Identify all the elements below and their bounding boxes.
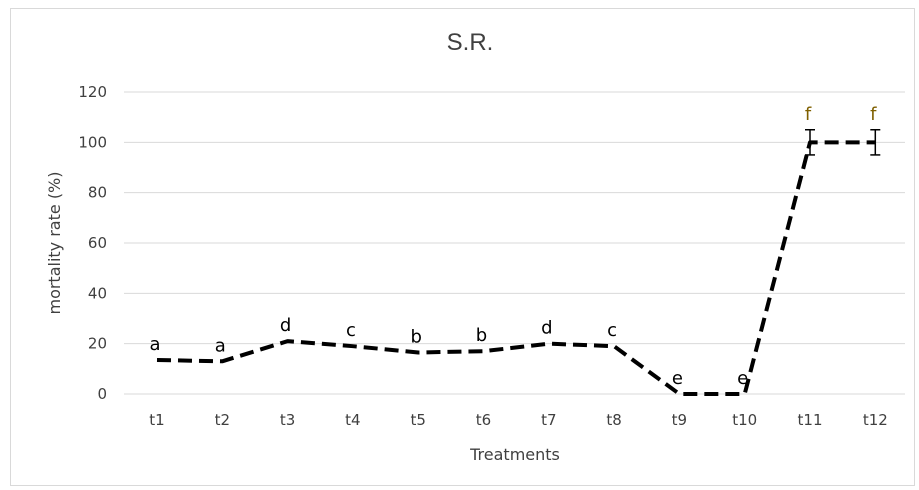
x-tick-label: t10 bbox=[732, 411, 757, 429]
gridlines bbox=[124, 91, 905, 395]
error-bar bbox=[805, 129, 815, 156]
significance-letter: e bbox=[672, 368, 683, 389]
x-tick-label: t2 bbox=[215, 411, 230, 429]
significance-letter: a bbox=[215, 335, 226, 356]
y-tick-label: 80 bbox=[88, 184, 107, 202]
data-series bbox=[156, 129, 881, 396]
error-bar bbox=[870, 129, 881, 156]
significance-letter: c bbox=[607, 320, 617, 341]
x-tick-label: t8 bbox=[606, 411, 621, 429]
y-axis-label: mortality rate (%) bbox=[45, 171, 64, 314]
x-tick-label: t9 bbox=[672, 411, 687, 429]
series-line bbox=[156, 140, 876, 396]
y-tick-label: 0 bbox=[97, 385, 107, 403]
significance-letter: c bbox=[346, 320, 356, 341]
significance-letter: a bbox=[149, 334, 160, 355]
x-axis-label: Treatments bbox=[469, 445, 560, 464]
y-tick-label: 40 bbox=[88, 284, 107, 302]
y-axis-ticks: 0 20 40 60 80 100 120 bbox=[78, 83, 107, 403]
x-tick-label: t12 bbox=[863, 411, 888, 429]
x-tick-label: t3 bbox=[280, 411, 295, 429]
significance-letter: d bbox=[541, 318, 552, 339]
chart-title: S.R. bbox=[447, 29, 494, 56]
x-tick-label: t5 bbox=[410, 411, 425, 429]
y-tick-label: 60 bbox=[88, 234, 107, 252]
y-tick-label: 100 bbox=[78, 133, 107, 151]
y-tick-label: 20 bbox=[88, 335, 107, 353]
significance-letter: b bbox=[410, 326, 421, 347]
x-axis-ticks: t1 t2 t3 t4 t5 t6 t7 t8 t9 t10 t11 t12 bbox=[149, 411, 888, 429]
significance-letter: f bbox=[805, 104, 812, 125]
significance-letter: f bbox=[870, 104, 877, 125]
x-tick-label: t7 bbox=[541, 411, 556, 429]
significance-letters: a a d c b b d c e e f f bbox=[149, 104, 877, 389]
x-tick-label: t6 bbox=[476, 411, 491, 429]
chart-area bbox=[10, 8, 915, 486]
y-tick-label: 120 bbox=[78, 83, 107, 101]
significance-letter: b bbox=[476, 325, 487, 346]
significance-letter: d bbox=[280, 315, 291, 336]
x-tick-label: t4 bbox=[345, 411, 360, 429]
x-tick-label: t11 bbox=[798, 411, 823, 429]
x-tick-label: t1 bbox=[149, 411, 164, 429]
significance-letter: e bbox=[737, 368, 748, 389]
